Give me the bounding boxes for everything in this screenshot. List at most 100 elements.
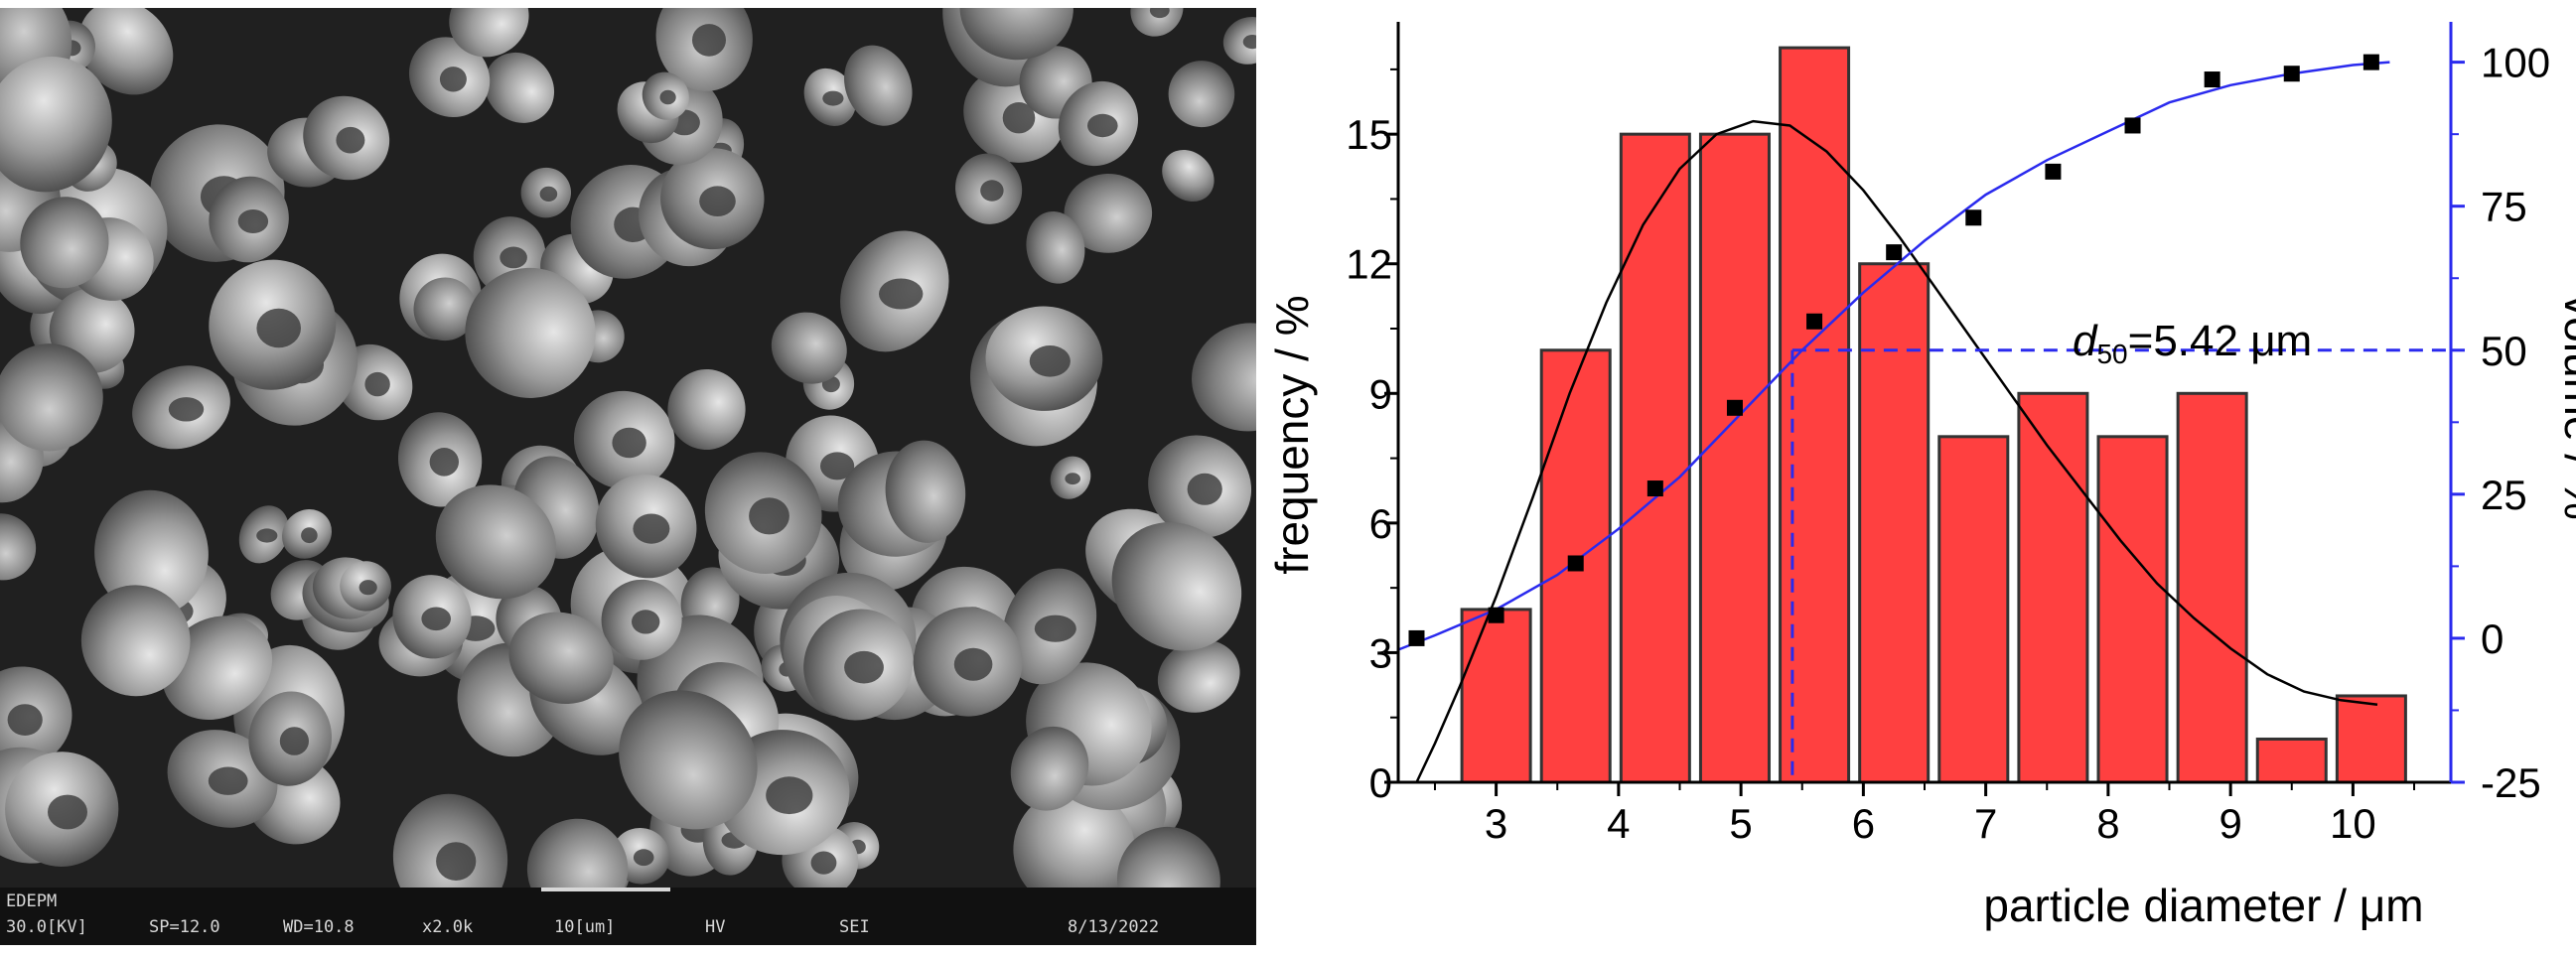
y2-tick-label: 25 bbox=[2481, 472, 2527, 518]
cumulative-point bbox=[1646, 480, 1663, 497]
sem-scale: 10[um] bbox=[554, 917, 616, 937]
sem-particle-dimple bbox=[256, 528, 278, 543]
sem-particle-dimple bbox=[1149, 8, 1170, 19]
y2-axis-label: volume / % bbox=[2555, 294, 2576, 520]
x-tick-label: 8 bbox=[2096, 800, 2119, 847]
sem-particle-dimple bbox=[48, 794, 87, 830]
sem-date: 8/13/2022 bbox=[1068, 917, 1160, 937]
sem-particle bbox=[959, 8, 1073, 61]
x-tick-label: 4 bbox=[1607, 800, 1630, 847]
sem-particle-dimple bbox=[439, 67, 467, 92]
sem-particle-dimple bbox=[500, 246, 527, 269]
cumulative-point bbox=[1408, 629, 1425, 646]
cumulative-point bbox=[1886, 244, 1903, 261]
sem-particle-dimple bbox=[810, 851, 837, 875]
sem-particle-dimple bbox=[1087, 113, 1118, 138]
sem-particle bbox=[435, 484, 556, 600]
sem-particle-dimple bbox=[699, 186, 736, 216]
sem-particle-dimple bbox=[632, 610, 660, 634]
cumulative-volume-curve bbox=[1397, 61, 2390, 651]
sem-particle bbox=[771, 312, 847, 384]
sem-signal: SEI bbox=[839, 917, 870, 937]
y2-tick-label: 75 bbox=[2481, 184, 2527, 230]
sem-particles-image bbox=[0, 8, 1256, 888]
y2-tick-label: 100 bbox=[2481, 40, 2550, 86]
x-tick-label: 6 bbox=[1852, 800, 1875, 847]
histogram-bar bbox=[1779, 46, 1851, 784]
sem-particle-dimple bbox=[7, 704, 43, 736]
sem-particle bbox=[1026, 210, 1085, 284]
sem-particle-dimple bbox=[168, 397, 205, 422]
sem-wd: WD=10.8 bbox=[283, 917, 355, 937]
sem-particle-dimple bbox=[1065, 473, 1080, 485]
histogram-bar bbox=[1698, 132, 1771, 784]
cumulative-point bbox=[1488, 607, 1504, 623]
sem-particle bbox=[20, 197, 109, 289]
d50-subscript: 50 bbox=[2096, 339, 2127, 369]
sem-particle bbox=[1116, 826, 1220, 888]
sem-particle-dimple bbox=[766, 776, 813, 815]
sem-spot: SP=12.0 bbox=[149, 917, 220, 937]
sem-particle-dimple bbox=[659, 89, 676, 105]
histogram-bar bbox=[1460, 608, 1532, 784]
x-tick-label: 10 bbox=[2330, 800, 2376, 847]
sem-particle bbox=[465, 267, 596, 398]
cumulative-point bbox=[1806, 313, 1823, 330]
histogram-bar bbox=[1937, 435, 2010, 784]
sem-particle bbox=[844, 45, 913, 126]
y2-tick-label: -25 bbox=[2481, 759, 2541, 806]
sem-particle bbox=[449, 8, 529, 58]
y-tick-label: 9 bbox=[1369, 370, 1392, 417]
sem-particle-dimple bbox=[844, 650, 884, 684]
x-tick-label: 7 bbox=[1974, 800, 1997, 847]
sem-particle bbox=[413, 277, 477, 342]
sem-particle bbox=[885, 440, 966, 543]
sem-voltage: 30.0[KV] bbox=[6, 917, 87, 937]
x-axis-label: particle diameter / μm bbox=[1983, 880, 2423, 931]
histogram-bar bbox=[1858, 262, 1931, 784]
sem-mag: x2.0k bbox=[422, 917, 474, 937]
sem-particle-dimple bbox=[1187, 473, 1222, 505]
sem-particle bbox=[508, 612, 614, 705]
y-tick-label: 3 bbox=[1369, 629, 1392, 676]
sem-particle bbox=[1157, 639, 1240, 713]
cumulative-point bbox=[1567, 555, 1584, 572]
y-tick-label: 0 bbox=[1369, 759, 1392, 806]
sem-particle bbox=[1064, 173, 1153, 253]
sem-particle-dimple bbox=[820, 452, 855, 480]
sem-particle-dimple bbox=[279, 727, 309, 755]
histogram-bar bbox=[2335, 694, 2407, 784]
frequency-fit-curve bbox=[1415, 119, 2378, 783]
sem-particle bbox=[80, 585, 191, 697]
sem-particle-dimple bbox=[421, 607, 452, 631]
sem-particle-dimple bbox=[301, 527, 318, 544]
sem-particle-dimple bbox=[237, 209, 269, 233]
sem-particle bbox=[1013, 788, 1135, 888]
y2-tick-label: 50 bbox=[2481, 328, 2527, 374]
cumulative-point bbox=[2124, 117, 2141, 134]
y-axis-label: frequency / % bbox=[1266, 295, 1318, 574]
sem-particle-dimple bbox=[633, 513, 670, 544]
sem-particle bbox=[0, 343, 103, 452]
sem-particle-dimple bbox=[1034, 615, 1076, 642]
sem-particle bbox=[1192, 323, 1256, 432]
sem-micrograph: EDEPM 30.0[KV] SP=12.0 WD=10.8 x2.0k 10[… bbox=[0, 8, 1256, 945]
cumulative-point bbox=[1965, 209, 1982, 226]
d50-annotation: d50=5.42 μm bbox=[2073, 317, 2312, 369]
d50-value: =5.42 μm bbox=[2128, 317, 2313, 365]
sem-particle bbox=[0, 57, 112, 193]
sem-particle-dimple bbox=[953, 647, 993, 681]
cumulative-point bbox=[2204, 71, 2220, 88]
sem-particle-dimple bbox=[822, 90, 844, 106]
sem-particle-dimple bbox=[1002, 102, 1036, 134]
sem-particle-dimple bbox=[208, 766, 248, 795]
d50-symbol: d bbox=[2073, 317, 2098, 365]
sem-particle-dimple bbox=[1242, 35, 1256, 50]
sem-particle-dimple bbox=[633, 849, 654, 867]
sem-particle-dimple bbox=[429, 448, 459, 477]
sem-particle bbox=[0, 513, 37, 581]
sem-particle bbox=[78, 8, 174, 95]
curves-layer bbox=[1397, 54, 2451, 783]
